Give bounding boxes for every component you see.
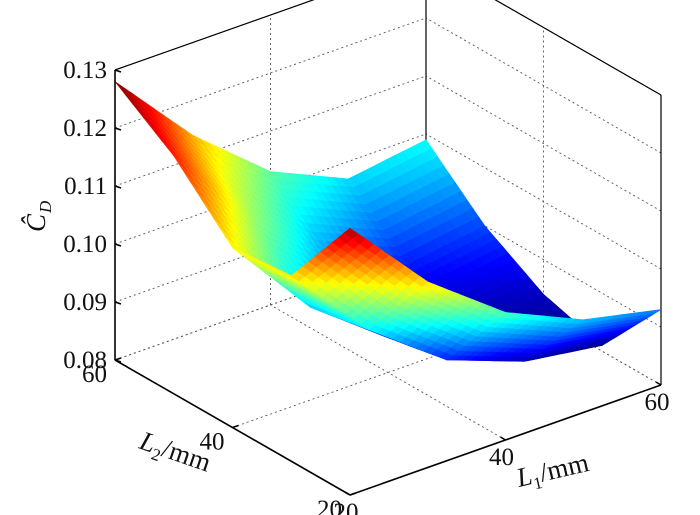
box-edge <box>494 0 662 96</box>
svg-text:L1/mm: L1/mm <box>513 447 593 497</box>
x-axis-subscript: 1 <box>532 473 545 493</box>
z-tick-label: 0.10 <box>63 231 107 258</box>
x-tick-label: 20 <box>334 499 359 515</box>
z-tick <box>114 301 122 305</box>
surface-layer <box>114 81 662 362</box>
y-tick-label: 20 <box>317 496 342 515</box>
z-tick <box>114 127 122 131</box>
surface-patch <box>114 81 129 95</box>
x-tick <box>500 436 506 441</box>
z-axis-subscript: D <box>36 200 55 214</box>
z-tick-label: 0.12 <box>63 115 107 142</box>
z-tick <box>114 243 122 247</box>
z-tick <box>114 185 122 189</box>
y-tick-label: 40 <box>200 429 225 456</box>
x-tick <box>344 491 351 496</box>
y-tick-label: 60 <box>82 361 107 388</box>
surface-patch <box>343 227 359 239</box>
x-axis-unit: /mm <box>537 447 592 487</box>
y-tick <box>349 492 357 496</box>
x-tick-label: 40 <box>489 444 514 471</box>
x-tick-label: 60 <box>645 389 670 416</box>
z-tick <box>114 359 122 363</box>
y-tick <box>232 424 239 429</box>
grid-line <box>270 304 506 441</box>
x-axis-symbol: L <box>513 460 535 493</box>
svg-text:ĈD: ĈD <box>21 200 55 232</box>
box-edge <box>114 0 315 71</box>
z-axis-label: ĈD <box>21 200 55 232</box>
z-tick-label: 0.08 <box>63 347 107 374</box>
z-tick <box>114 69 122 73</box>
z-tick-label: 0.11 <box>64 173 107 200</box>
z-tick-label: 0.09 <box>63 289 107 316</box>
grid-line <box>425 75 662 212</box>
x-tick <box>655 381 662 386</box>
z-tick-label: 0.13 <box>63 57 107 84</box>
x-axis-label: L1/mm <box>513 447 593 497</box>
z-axis-symbol: Ĉ <box>21 213 51 232</box>
axis-layer <box>114 69 662 496</box>
